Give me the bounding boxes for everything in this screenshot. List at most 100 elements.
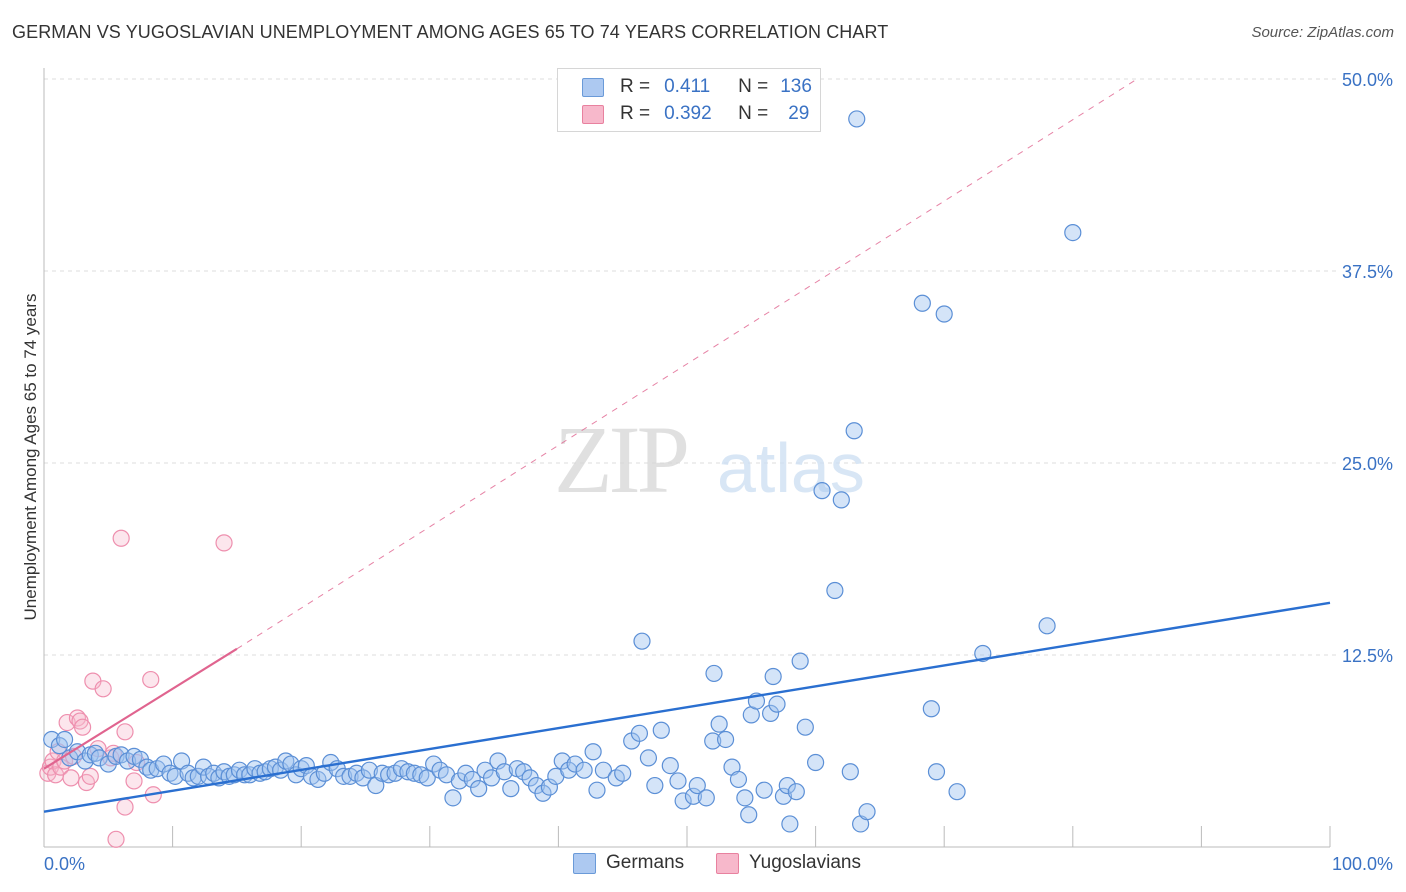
german-point (935, 305, 953, 323)
yugoslavian-point (112, 529, 130, 547)
gridlines (44, 78, 1340, 656)
german-point (768, 695, 786, 713)
legend-n-label: N = (738, 103, 769, 124)
legend-r-value-germans: 0.411 (664, 76, 711, 97)
german-point (778, 776, 796, 795)
german-point (633, 632, 651, 650)
german-point (764, 667, 782, 686)
trend-lines (43, 78, 1331, 813)
german-point (661, 756, 679, 775)
bottom-legend-swatch-germans (573, 852, 596, 874)
german-point (845, 422, 863, 440)
german-point (470, 780, 488, 798)
german-point (112, 746, 130, 764)
german-point (553, 752, 571, 770)
german-point (841, 763, 859, 781)
german-point (373, 764, 391, 782)
german-point (515, 763, 533, 781)
german-point (697, 789, 715, 807)
german-point (444, 789, 462, 807)
yugoslavians-trend-line (43, 647, 238, 770)
german-point (826, 581, 844, 600)
yugoslavian-point (81, 767, 99, 785)
german-point (154, 755, 173, 773)
bottom-legend-yugoslavians: Yugoslavians (716, 852, 861, 874)
german-point (761, 704, 780, 722)
yugoslavian-point (215, 534, 233, 552)
german-point (716, 730, 735, 749)
yugoslavian-point (142, 670, 160, 689)
yugoslavian-point (94, 680, 112, 698)
german-point (614, 764, 632, 782)
german-point (755, 781, 773, 799)
german-point (674, 792, 692, 810)
german-point (710, 715, 728, 733)
yugoslavians-series (39, 529, 233, 848)
source-label: Source: ZipAtlas.com (1251, 24, 1394, 41)
axes (43, 68, 1330, 848)
legend-r-value-yugoslavians: 0.392 (664, 103, 712, 124)
y-tick-labels: 12.5% 25.0% 37.5% 50.0% (1342, 70, 1393, 666)
german-point (495, 763, 513, 781)
german-point (704, 732, 722, 750)
yugoslavian-point (125, 772, 143, 790)
german-point (922, 700, 940, 718)
bottom-legend-label-yugoslavians: Yugoslavians (749, 852, 861, 873)
german-point (1038, 617, 1056, 635)
german-point (588, 781, 606, 799)
german-point (534, 784, 552, 802)
legend-n-value-germans: 136 (780, 76, 812, 97)
german-point (1064, 224, 1082, 242)
german-point (418, 769, 436, 787)
y-tick-label: 25.0% (1342, 454, 1393, 474)
bottom-legend-swatch-yugoslavians (716, 852, 739, 874)
x-tick-label: 100.0% (1332, 854, 1393, 874)
german-point (729, 770, 748, 789)
german-point (639, 749, 658, 767)
german-point (335, 767, 353, 785)
german-point (669, 772, 687, 790)
germans-trend-line (43, 601, 1331, 813)
german-point (277, 752, 295, 770)
y-tick-label: 50.0% (1342, 70, 1393, 90)
x-tick-label: 0.0% (44, 854, 85, 874)
yugoslavians-trend-extension (236, 78, 1138, 650)
legend-r-label: R = (620, 103, 651, 124)
chart-title: GERMAN VS YUGOSLAVIAN UNEMPLOYMENT AMONG… (12, 22, 889, 42)
german-point (489, 752, 507, 770)
german-point (463, 770, 481, 789)
german-point (927, 763, 946, 781)
yugoslavian-point (73, 718, 92, 736)
watermark-atlas: atlas (717, 429, 865, 507)
legend-swatch-germans (582, 77, 604, 97)
watermark-zip: ZIP (554, 406, 687, 513)
y-tick-label: 12.5% (1342, 646, 1393, 666)
bottom-legend-germans: Germans (573, 852, 684, 874)
german-point (646, 776, 664, 795)
german-point (566, 755, 584, 773)
german-point (584, 743, 602, 761)
legend-row-germans: R = 0.411 N = 136 (582, 75, 812, 99)
german-point (948, 783, 966, 801)
x-ticks (43, 826, 1331, 847)
legend-swatch-yugoslavians (582, 104, 604, 124)
german-point (457, 764, 475, 782)
y-tick-label: 37.5% (1342, 262, 1393, 282)
german-point (575, 761, 593, 779)
german-point (652, 721, 670, 739)
stats-legend: R = 0.411 N = 136 R = 0.392 N = 29 (557, 68, 821, 132)
german-point (194, 758, 213, 776)
german-point (787, 783, 805, 801)
german-point (90, 749, 108, 767)
yugoslavian-point (68, 709, 87, 727)
german-point (360, 761, 378, 779)
yugoslavian-point (58, 713, 76, 732)
german-point (540, 778, 558, 796)
legend-n-value-yugoslavians: 29 (788, 103, 810, 124)
german-point (848, 110, 866, 128)
german-point (55, 730, 74, 749)
german-point (399, 763, 417, 781)
german-point (740, 806, 758, 824)
y-axis-label: Unemployment Among Ages 65 to 74 years (21, 294, 40, 621)
bottom-legend-label-germans: Germans (606, 852, 685, 873)
